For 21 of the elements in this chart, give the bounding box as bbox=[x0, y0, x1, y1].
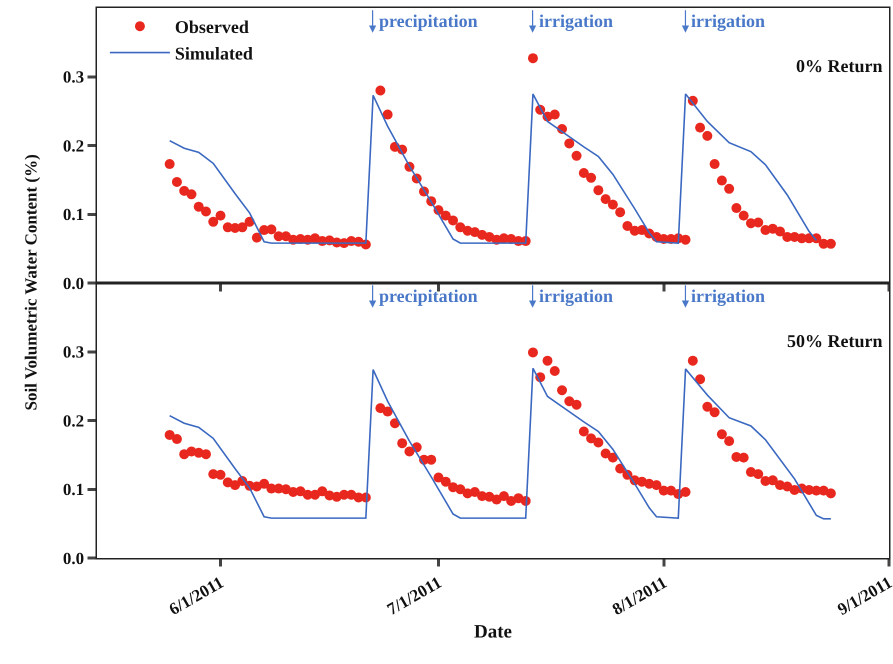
annotation: precipitation bbox=[379, 11, 478, 31]
y-tick-label: 0.3 bbox=[62, 68, 84, 87]
legend-label: Simulated bbox=[174, 44, 253, 64]
line-series bbox=[168, 367, 832, 520]
y-tick-label: 0.1 bbox=[62, 205, 84, 224]
y-axis-title: Soil Volumetric Water Content (%) bbox=[22, 154, 40, 410]
annotation: 0% Return bbox=[796, 56, 882, 76]
y-tick-label: 0.3 bbox=[62, 342, 84, 362]
legend-label: Observed bbox=[174, 17, 249, 38]
annotation: irrigation bbox=[539, 11, 613, 31]
annotation: irrigation bbox=[539, 286, 613, 306]
y-tick-label: 0.2 bbox=[62, 411, 84, 430]
y-tick-label: 0.1 bbox=[62, 480, 84, 500]
annotation: irrigation bbox=[691, 286, 765, 306]
annotation: precipitation bbox=[379, 286, 478, 306]
x-axis-title: Date bbox=[474, 622, 512, 643]
annotation: irrigation bbox=[691, 11, 765, 31]
y-tick-label: 0.2 bbox=[62, 136, 84, 156]
annotation: 50% Return bbox=[787, 331, 882, 351]
y-tick-label: 0.0 bbox=[62, 548, 84, 568]
y-tick-label: 0.0 bbox=[62, 274, 84, 293]
